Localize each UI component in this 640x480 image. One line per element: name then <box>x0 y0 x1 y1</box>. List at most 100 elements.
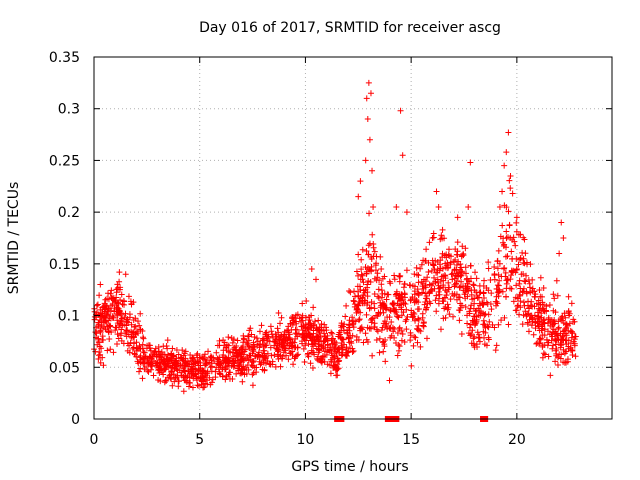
data-point <box>239 343 246 350</box>
data-point <box>435 300 442 307</box>
data-point <box>202 361 209 368</box>
data-point <box>394 329 401 336</box>
data-point <box>422 290 429 297</box>
data-point <box>347 345 354 352</box>
data-point <box>507 285 514 292</box>
data-point <box>133 344 140 351</box>
data-point <box>480 328 487 335</box>
data-point <box>384 326 391 333</box>
data-point <box>215 360 222 367</box>
data-point <box>313 276 319 283</box>
data-point <box>329 336 336 343</box>
data-point <box>97 329 104 336</box>
data-point <box>517 231 524 238</box>
data-point <box>174 367 181 374</box>
data-point <box>312 318 319 325</box>
data-point <box>404 313 411 320</box>
data-point <box>287 349 294 356</box>
data-point <box>385 291 392 298</box>
data-point <box>470 281 477 288</box>
data-point <box>93 330 100 337</box>
data-point <box>235 367 242 374</box>
data-point <box>553 331 560 338</box>
data-point <box>413 271 420 278</box>
data-point <box>557 355 564 362</box>
data-point <box>364 265 371 272</box>
data-point <box>258 322 265 329</box>
data-point <box>240 335 247 342</box>
data-point <box>379 275 386 282</box>
data-point <box>189 384 196 391</box>
data-point <box>394 313 401 320</box>
data-point <box>343 302 350 309</box>
data-point <box>170 371 177 378</box>
data-point <box>227 349 234 356</box>
data-point <box>318 355 325 362</box>
data-point <box>281 331 288 338</box>
data-point <box>389 300 396 307</box>
data-point <box>495 272 502 279</box>
data-point <box>435 295 442 302</box>
data-point <box>302 324 309 331</box>
data-point <box>381 302 388 309</box>
data-point <box>403 267 410 274</box>
data-point <box>107 346 114 353</box>
data-point <box>271 351 278 358</box>
data-point <box>376 349 383 356</box>
data-point <box>557 337 564 344</box>
data-point <box>456 307 463 314</box>
x-tick-label: 20 <box>508 432 526 448</box>
data-point <box>508 248 515 255</box>
data-point <box>543 303 550 310</box>
data-point <box>564 322 571 329</box>
data-point <box>375 309 382 316</box>
data-point <box>571 342 578 349</box>
data-point <box>122 310 129 317</box>
data-point <box>229 339 236 346</box>
data-point <box>418 261 425 268</box>
data-point <box>335 345 342 352</box>
data-point <box>114 312 121 319</box>
data-point <box>522 278 529 285</box>
data-point <box>387 307 394 314</box>
data-point <box>481 311 488 318</box>
data-point <box>481 322 488 329</box>
data-point <box>111 298 118 305</box>
data-point <box>327 370 334 377</box>
data-point <box>269 331 276 338</box>
data-point <box>110 295 117 302</box>
data-point <box>555 325 562 332</box>
data-point <box>540 350 547 357</box>
data-point <box>451 267 458 274</box>
data-point <box>432 297 439 304</box>
data-point <box>499 188 506 195</box>
data-point <box>469 296 476 303</box>
data-point <box>569 347 576 354</box>
data-point <box>494 265 501 272</box>
data-point <box>365 277 372 284</box>
data-point <box>262 331 269 338</box>
data-point <box>131 323 138 330</box>
data-point <box>552 309 559 316</box>
data-point <box>537 293 544 300</box>
data-point <box>156 370 163 377</box>
data-point <box>493 342 500 349</box>
data-point <box>457 300 464 307</box>
data-point <box>411 310 418 317</box>
data-point <box>477 302 484 309</box>
data-point <box>392 291 399 298</box>
data-point <box>520 234 527 241</box>
plot-frame <box>93 56 613 420</box>
data-point <box>162 377 169 384</box>
data-point <box>503 149 510 156</box>
data-point <box>110 349 117 356</box>
data-point <box>486 318 493 325</box>
data-point <box>119 301 126 308</box>
data-point <box>410 342 417 349</box>
data-point <box>118 337 125 344</box>
data-point <box>406 282 413 289</box>
data-point <box>108 287 115 294</box>
data-point <box>379 324 386 331</box>
data-point <box>186 374 193 381</box>
data-point <box>546 302 553 309</box>
